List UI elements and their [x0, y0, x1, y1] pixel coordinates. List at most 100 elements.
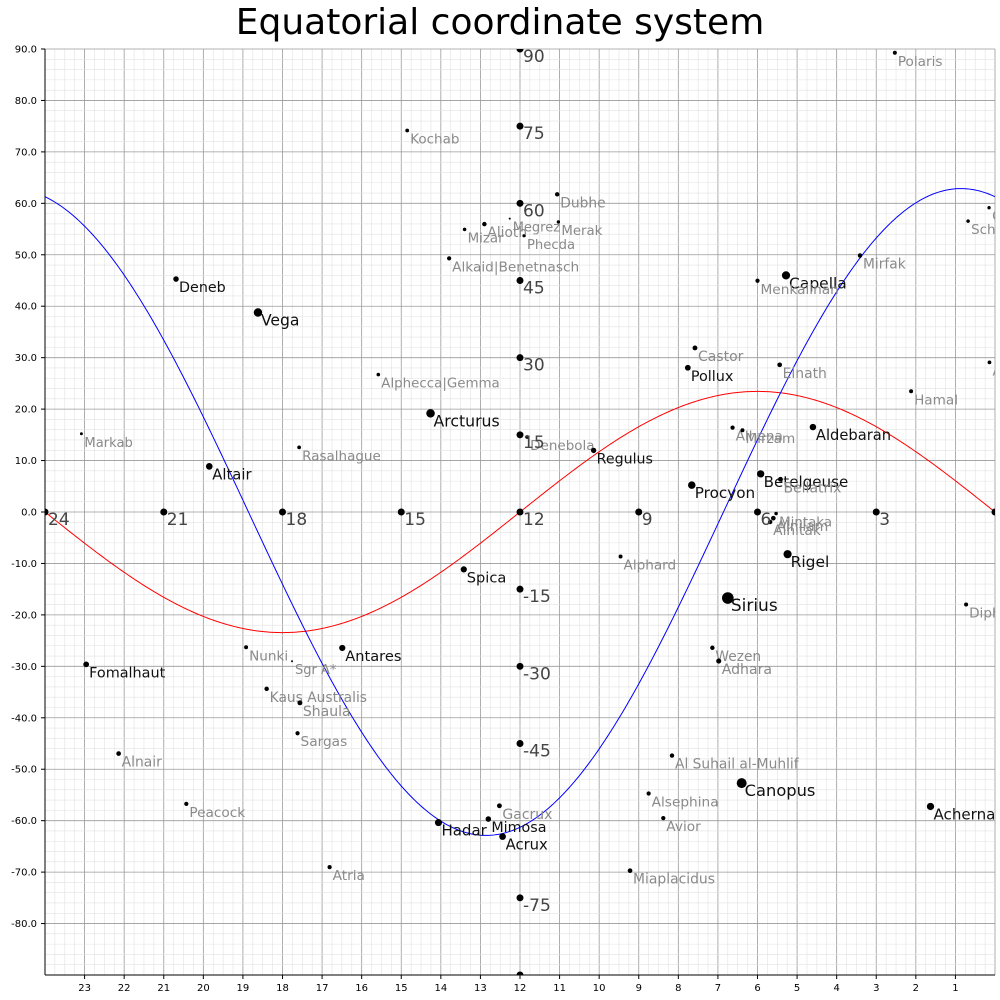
star-point — [590, 447, 597, 454]
star-label: Mirfak — [863, 256, 906, 272]
star-label: Atria — [333, 868, 365, 884]
star-point — [710, 645, 715, 650]
guide-label: 60 — [523, 201, 545, 221]
star-point — [339, 644, 346, 652]
star-label: Spica — [467, 569, 507, 586]
y-tick-label: 20.0 — [15, 405, 37, 416]
star-label: Acrux — [506, 837, 548, 854]
x-tick-label: 13 — [474, 983, 487, 994]
guide-label: 15 — [404, 510, 426, 530]
star-label: Pollux — [691, 369, 734, 385]
x-tick-label: 1 — [952, 983, 958, 994]
guide-label: 9 — [642, 510, 653, 530]
stars: Polaris Kochab Dubhe MerakMegrezAliothMizar… — [79, 50, 1000, 888]
star-point — [184, 801, 189, 807]
x-tick-label: 11 — [553, 983, 566, 994]
guide-label: -45 — [523, 742, 551, 762]
guide-point — [516, 354, 524, 362]
axes: 23 22 21 20 19 18 17 16 15 14 13 12 11 10 9 8 7 6 5 4 3 2 190.… — [11, 45, 995, 994]
star-label: Hadar — [441, 822, 487, 840]
x-tick-label: 15 — [395, 983, 408, 994]
y-tick-label: 30.0 — [15, 353, 37, 364]
star-point — [740, 428, 745, 433]
star-label: Fomalhaut — [89, 665, 165, 681]
chart-title: Equatorial coordinate system — [235, 2, 765, 43]
y-tick-label: 0.0 — [21, 508, 37, 519]
y-tick-label: -80.0 — [11, 919, 37, 930]
x-tick-label: 3 — [873, 983, 879, 994]
star-label: Alnitak — [773, 523, 821, 539]
star-label: Alphecca|Gemma — [381, 377, 499, 392]
star-point — [447, 256, 452, 261]
guide-point — [397, 508, 405, 516]
star-point — [857, 253, 863, 258]
star-label: Polaris — [898, 54, 943, 70]
x-tick-label: 10 — [593, 983, 606, 994]
star-label: Mirzam — [745, 431, 795, 447]
star-label: Markab — [84, 436, 132, 451]
star-point — [646, 791, 651, 796]
y-tick-label: -30.0 — [11, 662, 37, 673]
star-label: Al Suhail al-Muhlif — [675, 757, 800, 773]
star-point — [926, 802, 935, 811]
star-point — [783, 550, 792, 559]
star-label: Menkalinan — [761, 282, 839, 298]
star-label: Deneb — [179, 280, 226, 296]
star-label: Capella — [789, 274, 847, 292]
star-point — [771, 515, 776, 521]
guide-label: -90 — [523, 973, 551, 993]
star-point — [778, 476, 783, 482]
guide-label: 21 — [167, 510, 189, 530]
star-point — [522, 234, 526, 238]
star-point — [434, 819, 442, 827]
star-label: Sargas — [301, 734, 348, 750]
x-tick-label: 6 — [754, 983, 760, 994]
star-label: Betelgeuse — [764, 473, 849, 491]
x-tick-label: 23 — [78, 983, 91, 994]
y-tick-label: -60.0 — [11, 816, 37, 827]
star-label: Alkaid|Benetnasch — [452, 259, 579, 275]
star-label: Alsephina — [652, 794, 719, 810]
star-label: Dubhe — [560, 195, 605, 211]
curve-line-1 — [45, 188, 995, 836]
guide-labels: 24211815129630907560453015-15-30-45-75-9… — [45, 49, 995, 993]
star-point — [525, 435, 530, 439]
star-label: Megrez — [513, 221, 561, 236]
star-point — [244, 645, 249, 650]
star-label: Peacock — [189, 805, 245, 821]
y-tick-label: 50.0 — [15, 250, 37, 261]
star-label: Sgr A* — [295, 663, 337, 678]
x-tick-label: 22 — [118, 983, 131, 994]
star-point — [618, 554, 623, 559]
star-point — [661, 816, 666, 821]
star-label: Procyon — [695, 484, 755, 502]
x-tick-label: 16 — [355, 983, 368, 994]
star-label: Denebola — [530, 438, 594, 454]
y-tick-label: -50.0 — [11, 765, 37, 776]
star-label: Mizar — [468, 231, 505, 246]
star-label: Merak — [561, 224, 602, 239]
star-label: Sirius — [731, 596, 778, 616]
star-label: Achernar — [933, 805, 1000, 823]
guide-label: 12 — [523, 510, 545, 530]
guide-point — [516, 971, 524, 975]
x-tick-label: 4 — [833, 983, 839, 994]
x-tick-label: 21 — [157, 983, 170, 994]
star-label: Schedar — [971, 223, 1000, 238]
star-point — [964, 602, 969, 607]
star-point — [556, 220, 561, 224]
star-point — [499, 833, 506, 840]
y-tick-label: 10.0 — [15, 456, 37, 467]
star-label: Alioth — [487, 225, 527, 241]
guide-label: 75 — [523, 124, 545, 144]
guide-point — [516, 508, 524, 516]
star-point — [327, 865, 332, 870]
star-point — [554, 192, 560, 197]
star-point — [173, 276, 179, 282]
guide-label: -75 — [523, 896, 551, 916]
star-point — [688, 481, 696, 489]
star-label: Antares — [345, 648, 401, 665]
star-label: Shaula — [303, 704, 351, 720]
star-point — [684, 364, 691, 371]
star-point — [730, 425, 735, 430]
